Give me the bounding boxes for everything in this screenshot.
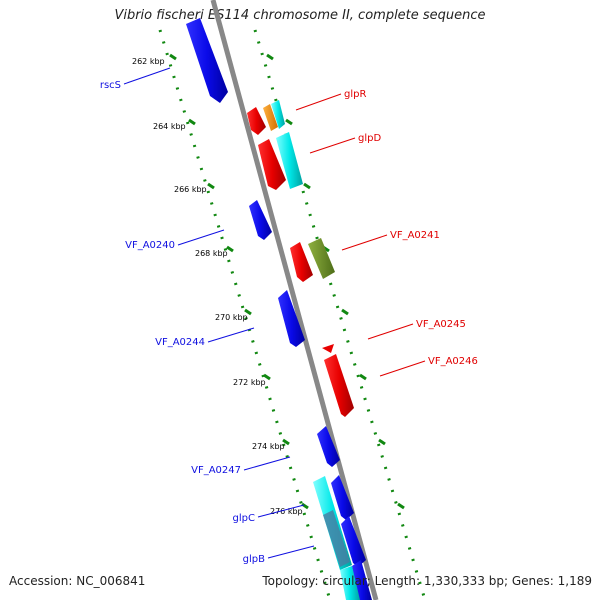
connector [309, 137, 356, 154]
map-title: Vibrio fischeri ES114 chromosome II, com… [114, 8, 486, 23]
connector [257, 504, 305, 518]
gene-VF_A0247[interactable] [317, 426, 340, 467]
connector [207, 327, 255, 343]
gene-label-VF_A0247: VF_A0247 [191, 465, 241, 476]
scale-label: 264 kbp [153, 122, 186, 131]
gene-cyan-bottom [340, 566, 360, 600]
summary-text: Topology: circular; Length: 1,330,333 bp… [262, 574, 592, 588]
gene-label-VF_A0245: VF_A0245 [416, 319, 466, 330]
scale-label: 262 kbp [132, 57, 165, 66]
gene-glpD-cyan[interactable] [276, 132, 303, 189]
gene-VF_A0244[interactable] [278, 290, 305, 347]
gene-label-VF_A0241: VF_A0241 [390, 230, 440, 241]
connector [341, 234, 388, 251]
gene-rscS[interactable] [186, 18, 228, 103]
gene-glpR-cyan[interactable] [271, 100, 285, 129]
reverse-genes [186, 18, 372, 600]
gene-VF_A0240[interactable] [249, 200, 272, 240]
gene-VF_A0241-olive[interactable] [308, 238, 335, 279]
connector [123, 67, 171, 85]
scale-label: 266 kbp [174, 185, 207, 194]
gene-glpC[interactable] [331, 475, 354, 520]
gene-label-VF_A0244: VF_A0244 [155, 337, 205, 348]
scale-label: 272 kbp [233, 378, 266, 387]
connector [243, 456, 291, 471]
gene-label-VF_A0246: VF_A0246 [428, 356, 478, 367]
gene-VF_A0246[interactable] [324, 354, 354, 417]
connector [177, 229, 225, 246]
accession-text: Accession: NC_006841 [9, 574, 146, 588]
connector [367, 323, 414, 340]
scale-label: 276 kbp [270, 507, 303, 516]
scale-label: 268 kbp [195, 249, 228, 258]
gene-label-glpC: glpC [233, 513, 255, 524]
gene-glpB[interactable] [341, 516, 366, 567]
gene-VF_A0245[interactable] [322, 344, 334, 353]
gene-glpD-red[interactable] [258, 139, 286, 190]
scale-label: 270 kbp [215, 313, 248, 322]
forward-genes [247, 100, 354, 417]
scale-label: 274 kbp [252, 442, 285, 451]
gene-glpR-orange[interactable] [263, 104, 278, 131]
gene-label-glpB: glpB [243, 554, 265, 565]
gene-steel-overlay [323, 510, 350, 567]
gene-glpR-red[interactable] [247, 107, 266, 135]
gene-label-VF_A0240: VF_A0240 [125, 240, 175, 251]
gene-label-glpR: glpR [344, 89, 366, 100]
gene-VF_A0241-red[interactable] [290, 242, 313, 282]
connector [379, 360, 426, 377]
connector [267, 545, 315, 559]
gene-label-rscS: rscS [100, 80, 121, 91]
connector [295, 93, 342, 111]
gene-label-glpD: glpD [358, 133, 381, 144]
